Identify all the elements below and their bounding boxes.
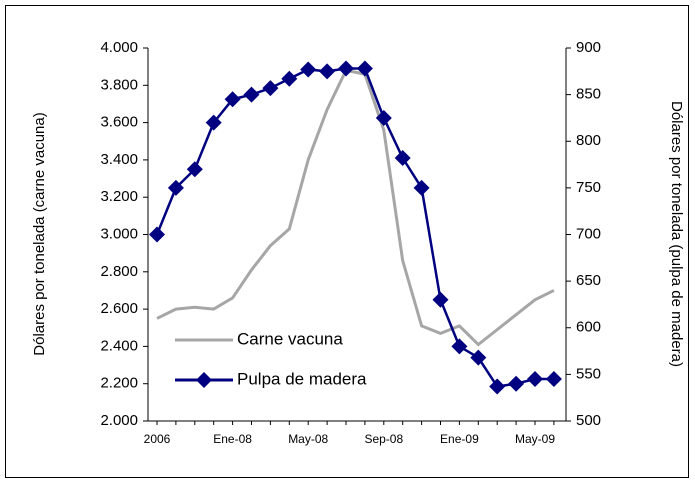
y-tick-label: 3.800 bbox=[100, 76, 138, 93]
data-point bbox=[167, 179, 184, 196]
data-point bbox=[243, 86, 260, 103]
chart-border bbox=[5, 5, 689, 478]
y2-tick-label: 600 bbox=[576, 319, 601, 336]
y2-tick-label: 500 bbox=[576, 412, 601, 429]
y-tick-label: 2.200 bbox=[100, 375, 138, 392]
data-point bbox=[319, 63, 336, 80]
legend-label: Pulpa de madera bbox=[237, 369, 367, 388]
x-tick-label: Ene-09 bbox=[440, 432, 479, 446]
y2-tick-label: 650 bbox=[576, 272, 601, 289]
y2-tick-label: 750 bbox=[576, 179, 601, 196]
data-point bbox=[262, 80, 279, 97]
data-point bbox=[545, 371, 562, 388]
y-tick-label: 3.600 bbox=[100, 114, 138, 131]
x-tick-label: Ene-08 bbox=[213, 432, 252, 446]
data-point bbox=[149, 226, 165, 243]
data-point bbox=[394, 150, 411, 167]
y2-tick-label: 800 bbox=[576, 132, 601, 149]
y2-tick-label: 550 bbox=[576, 365, 601, 382]
x-tick-label: Sep-08 bbox=[364, 432, 403, 446]
data-point bbox=[281, 70, 298, 87]
data-point bbox=[186, 161, 203, 178]
data-point bbox=[338, 60, 354, 77]
data-point bbox=[489, 378, 506, 395]
y-axis-title: Dólares por tonelada (carne vacuna) bbox=[31, 112, 48, 355]
data-point bbox=[205, 114, 222, 131]
y2-tick-label: 900 bbox=[576, 39, 601, 56]
y2-axis-title: Dólares por tonelada (pulpa de madera) bbox=[668, 101, 685, 367]
data-point bbox=[356, 60, 373, 77]
y2-tick-label: 850 bbox=[576, 86, 601, 103]
y2-tick-label: 700 bbox=[576, 225, 601, 242]
y-tick-label: 2.600 bbox=[100, 300, 138, 317]
series-line bbox=[155, 67, 554, 388]
legend-label: Carne vacuna bbox=[237, 329, 343, 348]
y-tick-label: 3.000 bbox=[100, 225, 138, 242]
x-tick-label: 2006 bbox=[144, 432, 171, 446]
data-point bbox=[413, 179, 430, 196]
y-tick-label: 2.000 bbox=[100, 412, 138, 429]
legend-marker bbox=[196, 372, 212, 388]
y-tick-label: 2.400 bbox=[100, 337, 138, 354]
x-tick-label: May-08 bbox=[288, 432, 328, 446]
data-point bbox=[470, 349, 487, 366]
data-point bbox=[432, 291, 449, 308]
data-point bbox=[300, 61, 317, 78]
data-point bbox=[375, 109, 392, 126]
data-point bbox=[224, 91, 241, 108]
y-tick-label: 3.200 bbox=[100, 188, 138, 205]
data-point bbox=[508, 375, 525, 392]
x-tick-label: May-09 bbox=[515, 432, 555, 446]
data-point bbox=[527, 371, 543, 388]
series-line bbox=[156, 68, 555, 347]
y-tick-label: 2.800 bbox=[100, 263, 138, 280]
data-point bbox=[451, 338, 468, 355]
y-tick-label: 4.000 bbox=[100, 39, 138, 56]
y-tick-label: 3.400 bbox=[100, 151, 138, 168]
